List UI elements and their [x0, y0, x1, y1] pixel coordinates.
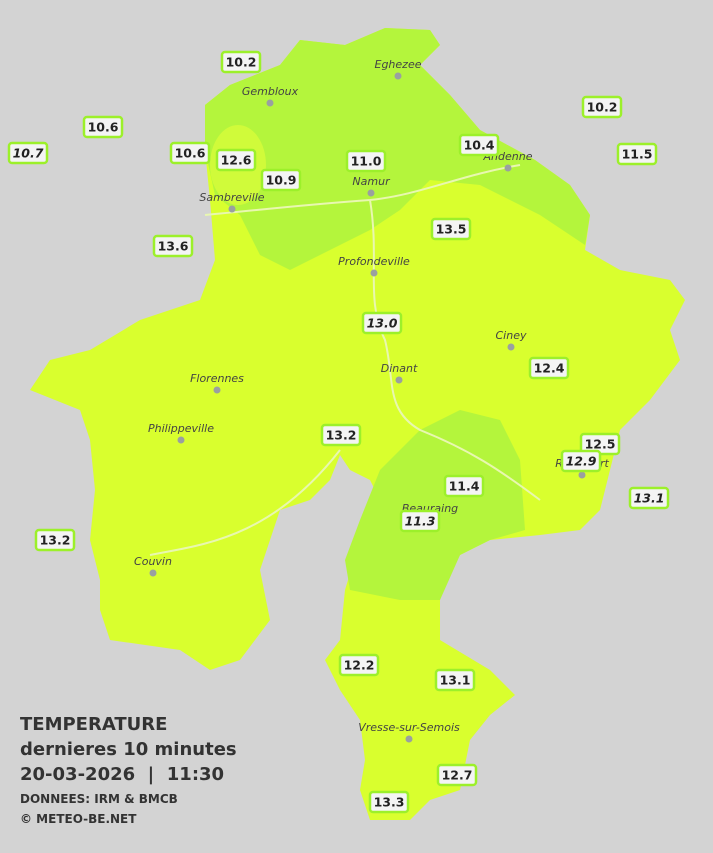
station-box	[430, 217, 472, 241]
station-box	[581, 95, 623, 119]
title: TEMPERATURE	[20, 714, 167, 735]
city-label: Ciney	[496, 329, 527, 342]
cool-zone	[205, 28, 590, 270]
station-box	[560, 449, 602, 473]
city-label: Philippeville	[148, 422, 214, 435]
station-value: 13.1	[440, 673, 471, 688]
city-dot	[507, 343, 515, 351]
city-dot	[370, 269, 378, 277]
station-box	[458, 133, 500, 157]
station-value: 10.2	[226, 55, 257, 70]
city-dot	[177, 436, 185, 444]
city-label: Gembloux	[242, 85, 299, 98]
city-dot	[578, 471, 586, 479]
station-box	[320, 423, 362, 447]
station-value: 11.4	[449, 479, 480, 494]
station-box	[361, 311, 403, 335]
station-value: 13.3	[374, 795, 405, 810]
station-box	[34, 528, 76, 552]
station-box	[628, 486, 670, 510]
station-value: 12.9	[566, 454, 597, 469]
station-box	[443, 474, 485, 498]
station-value: 11.0	[351, 154, 382, 169]
source: DONNEES: IRM & BMCB	[20, 792, 178, 806]
city-dot	[367, 189, 375, 197]
station-value: 13.2	[326, 428, 357, 443]
city-label: Profondeville	[338, 255, 410, 268]
station-value: 12.2	[344, 658, 375, 673]
station-value: 12.4	[534, 361, 565, 376]
station-value: 13.5	[436, 222, 467, 237]
city-label: Florennes	[190, 372, 244, 385]
city-label: Couvin	[134, 555, 172, 568]
city-dot	[504, 164, 512, 172]
city-label: Dinant	[381, 362, 418, 375]
city-dot	[213, 386, 221, 394]
station-box	[434, 668, 476, 692]
station-value: 10.4	[464, 138, 495, 153]
city-dot	[395, 376, 403, 384]
station-value: 13.6	[158, 239, 189, 254]
station-value: 11.3	[405, 514, 436, 529]
station-value: 13.2	[40, 533, 71, 548]
station-value: 10.7	[13, 146, 44, 161]
city-dot	[149, 569, 157, 577]
city-dot	[405, 735, 413, 743]
credit: © METEO-BE.NET	[20, 812, 137, 826]
city-dot	[266, 99, 274, 107]
station-value: 13.0	[367, 316, 398, 331]
station-box	[220, 50, 262, 74]
station-value: 12.5	[585, 437, 616, 452]
station-box	[169, 141, 211, 165]
station-value: 12.6	[221, 153, 252, 168]
city-dot	[394, 72, 402, 80]
station-box	[616, 142, 658, 166]
city-label: Vresse-sur-Semois	[358, 721, 460, 734]
cool-zone	[345, 410, 525, 600]
city-dot	[228, 205, 236, 213]
city-label: Namur	[352, 175, 391, 188]
station-box	[152, 234, 194, 258]
subtitle: dernieres 10 minutes	[20, 739, 237, 760]
station-box	[368, 790, 410, 814]
station-value: 10.6	[88, 120, 119, 135]
station-value: 11.5	[622, 147, 653, 162]
station-box	[215, 148, 257, 172]
station-value: 10.9	[266, 173, 297, 188]
station-box	[82, 115, 124, 139]
station-box	[260, 168, 302, 192]
station-value: 12.7	[442, 768, 473, 783]
station-box	[399, 509, 441, 533]
station-value: 13.1	[634, 491, 665, 506]
station-box	[436, 763, 478, 787]
station-box	[345, 149, 387, 173]
station-value: 10.2	[587, 100, 618, 115]
station-box	[7, 141, 49, 165]
station-value: 10.6	[175, 146, 206, 161]
datetime: 20-03-2026 | 11:30	[20, 764, 224, 785]
station-box	[528, 356, 570, 380]
station-box	[338, 653, 380, 677]
city-label: Eghezee	[375, 58, 422, 71]
city-label: Sambreville	[199, 191, 264, 204]
